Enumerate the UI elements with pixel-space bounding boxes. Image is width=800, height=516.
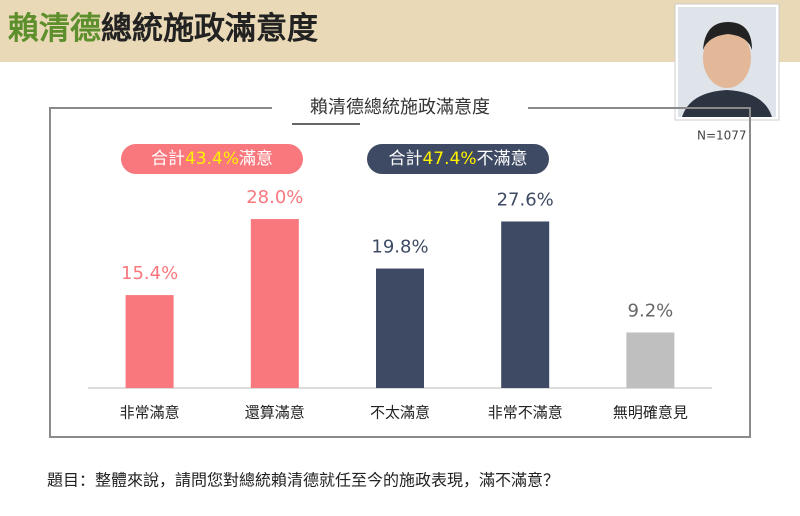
chart-title: 賴清德總統施政滿意度 [310, 97, 490, 118]
value-label: 27.6% [497, 189, 554, 210]
summary-suffix: 滿意 [239, 149, 273, 169]
summary-percent: 43.4% [185, 149, 239, 169]
x-tick-label: 非常滿意 [120, 404, 180, 422]
header-title-name: 賴清德 [8, 11, 101, 47]
summary-suffix: 不滿意 [477, 149, 528, 169]
x-tick-label: 無明確意見 [613, 404, 688, 422]
summary-badge [367, 144, 549, 174]
bar [376, 268, 424, 388]
portrait-face [703, 28, 751, 88]
summary-badge [121, 144, 303, 174]
x-tick-label: 還算滿意 [245, 404, 305, 422]
bar [125, 295, 174, 388]
summary-percent: 47.4% [422, 149, 476, 169]
summary-prefix: 合計 [388, 149, 422, 169]
sample-size: N=1077 [697, 129, 747, 143]
x-tick-label: 不太滿意 [370, 404, 430, 422]
summary-prefix: 合計 [151, 149, 185, 169]
bar [250, 219, 299, 388]
chart-title-bg [272, 96, 528, 120]
value-label: 15.4% [121, 263, 178, 284]
header-title-rest: 總統施政滿意度 [101, 11, 318, 47]
x-tick-label: 非常不滿意 [488, 404, 563, 422]
portrait [674, 3, 780, 121]
portrait-hair [703, 22, 752, 50]
bar [626, 332, 675, 388]
value-label: 28.0% [246, 187, 303, 208]
summary-text: 合計43.4%滿意 [151, 149, 273, 169]
header-band [0, 0, 800, 62]
value-label: 19.8% [371, 237, 428, 258]
summary-text: 合計47.4%不滿意 [388, 149, 527, 169]
question: 題目：整體來說，請問您對總統賴清德就任至今的施政表現，滿不滿意？ [47, 471, 559, 490]
bar [501, 221, 550, 388]
header-title: 賴清德總統施政滿意度 [8, 11, 318, 47]
value-label: 9.2% [628, 300, 674, 321]
